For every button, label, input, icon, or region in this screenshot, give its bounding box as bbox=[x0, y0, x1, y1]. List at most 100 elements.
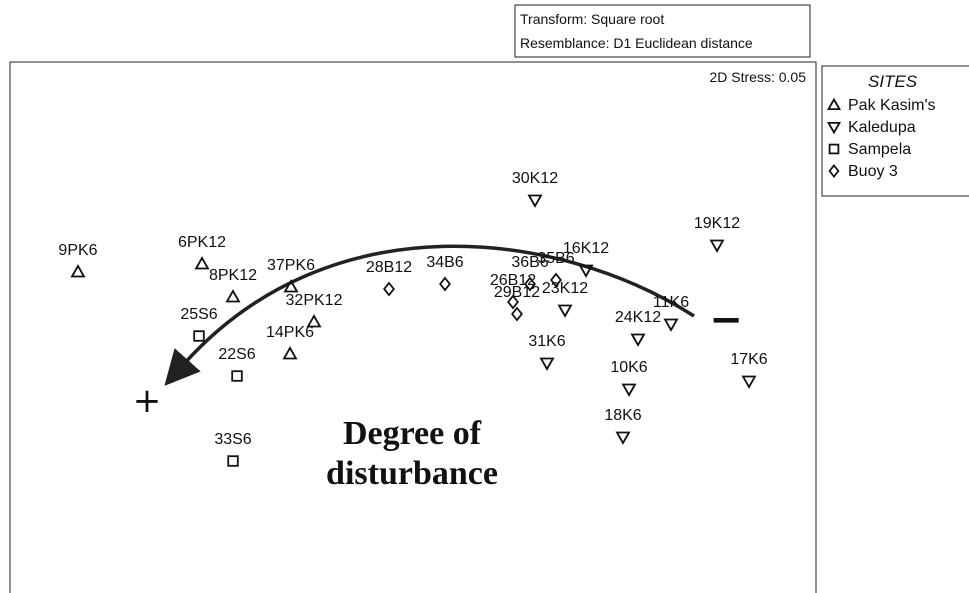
point-marker bbox=[383, 281, 395, 297]
disturbance-arrow bbox=[164, 244, 695, 386]
point-label: 19K12 bbox=[694, 215, 740, 232]
point-marker bbox=[621, 383, 637, 397]
point-marker bbox=[524, 276, 536, 292]
stress-text: 2D Stress: 0.05 bbox=[710, 69, 807, 85]
point-label: 9PK6 bbox=[58, 242, 97, 259]
point-marker bbox=[507, 294, 519, 310]
point-label: 17K6 bbox=[730, 351, 767, 368]
legend-marker bbox=[826, 97, 842, 111]
point-label: 35B6 bbox=[537, 250, 574, 267]
point-marker bbox=[578, 264, 594, 278]
point-label: 37PK6 bbox=[267, 257, 315, 274]
legend: SITES Pak Kasim's Kaledupa Sampela Buoy 3 bbox=[821, 65, 969, 197]
data-point: 9PK6 bbox=[58, 242, 98, 278]
legend-entry: Sampela bbox=[828, 141, 911, 158]
legend-marker bbox=[828, 164, 840, 178]
point-marker bbox=[709, 239, 725, 253]
plus-sign: + bbox=[133, 381, 162, 421]
point-label: 34B6 bbox=[426, 254, 463, 271]
data-point: 22S6 bbox=[218, 346, 256, 382]
data-point: 19K12 bbox=[694, 215, 740, 253]
point-marker bbox=[539, 357, 555, 371]
legend-entry: Buoy 3 bbox=[828, 163, 898, 180]
info-box: Transform: Square root Resemblance: D1 E… bbox=[514, 4, 811, 58]
point-label: 22S6 bbox=[218, 346, 255, 363]
point-label: 23K12 bbox=[542, 280, 588, 297]
point-marker bbox=[283, 279, 299, 293]
data-point: 36B6 bbox=[511, 254, 549, 292]
point-marker bbox=[306, 314, 322, 328]
legend-entry: Kaledupa bbox=[826, 119, 916, 136]
point-label: 32PK12 bbox=[286, 292, 343, 309]
data-point: 33S6 bbox=[214, 431, 252, 467]
data-point: 18K6 bbox=[604, 407, 642, 445]
point-marker bbox=[439, 276, 451, 292]
data-point: 6PK12 bbox=[178, 234, 226, 270]
point-marker bbox=[282, 346, 298, 360]
point-label: 25S6 bbox=[180, 306, 217, 323]
point-label: 6PK12 bbox=[178, 234, 226, 251]
legend-items: Pak Kasim's Kaledupa Sampela Buoy 3 bbox=[826, 97, 936, 180]
data-point: 37PK6 bbox=[267, 257, 315, 293]
point-marker bbox=[231, 370, 243, 382]
legend-frame bbox=[821, 65, 969, 197]
data-point: 30K12 bbox=[512, 170, 558, 208]
data-point: 26B12 bbox=[490, 272, 536, 310]
transform-text: Transform: Square root bbox=[520, 11, 664, 27]
data-point: 34B6 bbox=[426, 254, 464, 292]
point-marker bbox=[193, 330, 205, 342]
data-point: 35B6 bbox=[537, 250, 575, 288]
point-marker bbox=[663, 318, 679, 332]
point-label: 36B6 bbox=[511, 254, 548, 271]
data-point: 32PK12 bbox=[286, 292, 343, 328]
point-label: 33S6 bbox=[214, 431, 251, 448]
point-marker bbox=[70, 264, 86, 278]
point-marker bbox=[225, 289, 241, 303]
point-marker bbox=[741, 375, 757, 389]
legend-title: SITES bbox=[868, 72, 918, 91]
point-label: 28B12 bbox=[366, 259, 412, 276]
data-point: 10K6 bbox=[610, 359, 648, 397]
minus-sign: − bbox=[709, 297, 743, 343]
legend-label: Buoy 3 bbox=[848, 163, 898, 180]
annotation-line1: Degree of bbox=[343, 415, 482, 452]
point-marker bbox=[227, 455, 239, 467]
point-label: 29B12 bbox=[494, 284, 540, 301]
data-point: 17K6 bbox=[730, 351, 768, 389]
point-label: 30K12 bbox=[512, 170, 558, 187]
legend-marker bbox=[828, 143, 840, 155]
point-marker bbox=[615, 431, 631, 445]
plot-frame bbox=[9, 61, 817, 593]
annotation-line2: disturbance bbox=[326, 455, 498, 492]
legend-label: Kaledupa bbox=[848, 119, 916, 136]
legend-label: Sampela bbox=[848, 141, 911, 158]
points-layer: 9PK6 6PK12 8PK12 37PK6 32PK12 14PK6 25S6 22S6 33… bbox=[58, 170, 768, 467]
point-label: 24K12 bbox=[615, 309, 661, 326]
legend-entry: Pak Kasim's bbox=[826, 97, 936, 114]
data-point: 23K12 bbox=[542, 280, 588, 318]
data-point: 28B12 bbox=[366, 259, 412, 297]
point-label: 14PK6 bbox=[266, 324, 314, 341]
legend-label: Pak Kasim's bbox=[848, 97, 936, 114]
data-point: 8PK12 bbox=[209, 267, 257, 303]
data-point: 31K6 bbox=[528, 333, 566, 371]
data-point: 29B12 bbox=[494, 284, 540, 322]
data-point: 25S6 bbox=[180, 306, 218, 342]
point-marker bbox=[557, 304, 573, 318]
point-marker bbox=[511, 306, 523, 322]
point-label: 31K6 bbox=[528, 333, 565, 350]
info-box-frame bbox=[514, 4, 811, 58]
point-label: 18K6 bbox=[604, 407, 641, 424]
legend-marker bbox=[826, 121, 842, 135]
point-label: 26B12 bbox=[490, 272, 536, 289]
data-point: 11K6 bbox=[653, 294, 689, 332]
point-marker bbox=[194, 256, 210, 270]
point-label: 16K12 bbox=[563, 240, 609, 257]
data-point: 16K12 bbox=[563, 240, 609, 278]
data-point: 14PK6 bbox=[266, 324, 314, 360]
resemblance-text: Resemblance: D1 Euclidean distance bbox=[520, 35, 753, 51]
point-marker bbox=[527, 194, 543, 208]
point-marker bbox=[630, 333, 646, 347]
point-marker bbox=[550, 272, 562, 288]
